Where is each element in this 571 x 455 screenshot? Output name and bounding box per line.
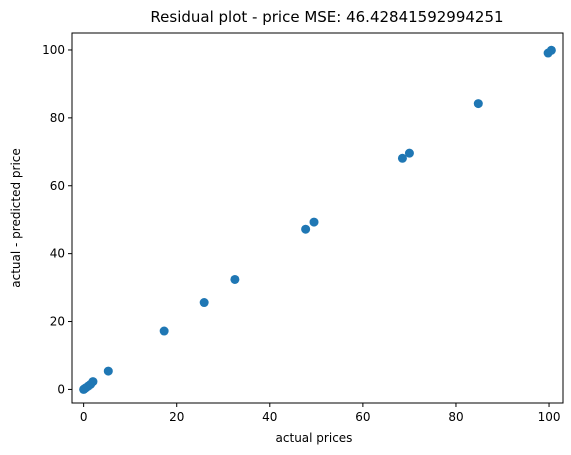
data-point (159, 326, 169, 336)
data-point (103, 366, 113, 376)
data-point (473, 99, 483, 109)
data-points (79, 45, 556, 394)
y-tick-label: 100 (42, 43, 65, 57)
y-tick-label: 80 (50, 111, 65, 125)
x-tick-label: 80 (448, 410, 463, 424)
y-tick-label: 0 (57, 382, 65, 396)
y-axis: 0 20 40 60 80 100 (42, 43, 72, 396)
data-point (397, 153, 407, 163)
x-tick-label: 60 (355, 410, 370, 424)
x-tick-label: 40 (262, 410, 277, 424)
data-point (230, 274, 240, 284)
data-point (546, 45, 556, 55)
data-point (199, 298, 209, 308)
data-point (309, 217, 319, 227)
data-point (88, 377, 98, 387)
x-tick-label: 100 (538, 410, 561, 424)
x-axis-label: actual prices (276, 431, 353, 445)
x-tick-label: 0 (80, 410, 88, 424)
x-tick-label: 20 (169, 410, 184, 424)
y-axis-label: actual - predicted price (9, 148, 23, 288)
y-tick-label: 60 (50, 179, 65, 193)
x-axis: 0 20 40 60 80 100 (80, 403, 561, 424)
y-tick-label: 40 (50, 247, 65, 261)
data-point (404, 148, 414, 158)
data-point (301, 224, 311, 234)
chart-title: Residual plot - price MSE: 46.4284159299… (150, 8, 503, 26)
y-tick-label: 20 (50, 315, 65, 329)
plot-frame (71, 32, 564, 404)
